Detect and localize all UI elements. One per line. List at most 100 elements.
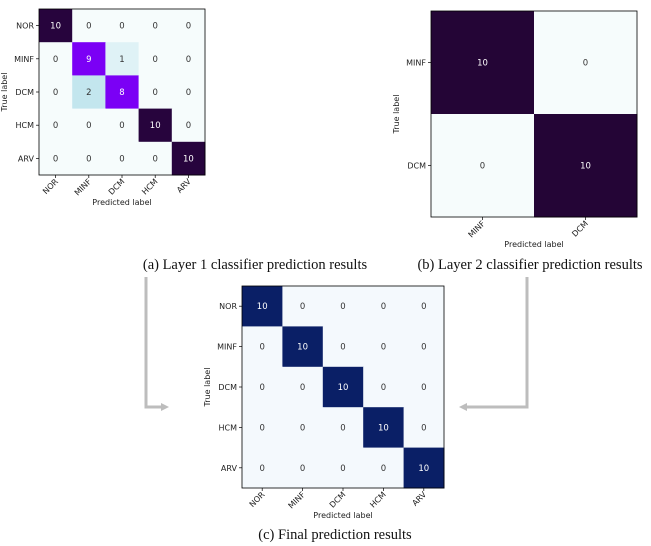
cell-value: 10 [477,59,488,69]
confusion-matrix-c: 10 0 0 0 0 0 10 0 0 0 0 0 10 0 0 0 0 0 10 0 0 0 0 0 10 NOR MINF DCM… [203,285,445,520]
cell-value: 10 [418,464,429,474]
caption-c: (c) Final prediction results [258,527,412,543]
confusion-matrix-b: 10 0 0 10 MINF DCM MINF DCM Predicted label True … [392,10,638,249]
cell-hcm-hcm [363,407,405,449]
y-tick-label: DCM [15,88,34,97]
caption-a: (a) Layer 1 classifier prediction result… [143,257,368,273]
cell-value: 10 [580,162,591,172]
cell-value: 0 [186,22,191,32]
cell-value: 0 [259,464,264,474]
cell-value: 10 [378,423,389,433]
y-axis-label: True label [392,95,401,135]
cell-value: 0 [259,343,264,353]
cell-value: 0 [300,383,305,393]
cell-value: 0 [86,121,91,131]
cell-value: 0 [340,423,345,433]
x-tick-label: DCM [107,177,127,197]
x-tick-label: DCM [570,219,590,239]
confusion-matrix-a: 10 0 0 0 00 9 1 0 00 2 8 0 00 0 0 10 00 0 0 0 10NORMINFDCMHC… [0,8,206,207]
x-tick-label: ARV [175,177,193,195]
cell-minf-dcm [534,11,638,115]
cell-value: 0 [53,121,58,131]
cell-value: 0 [259,383,264,393]
cell-value: 0 [340,464,345,474]
cell-value: 0 [340,302,345,312]
y-tick-label: ARV [18,154,35,163]
cell-minf-arv [403,326,445,368]
y-tick-label: DCM [407,162,426,171]
y-tick-label: HCM [218,423,237,432]
cell-value: 0 [259,423,264,433]
cell-nor-minf [282,286,324,327]
cell-value: 0 [186,88,191,98]
cell-value: 10 [50,22,61,32]
x-tick-label: NOR [41,177,60,196]
y-tick-label: DCM [218,383,237,392]
cell-value: 10 [257,302,268,312]
cell-dcm-hcm [363,366,405,408]
cell-value: 0 [480,162,485,172]
cell-dcm-dcm [534,114,638,218]
cell-nor-nor [242,286,283,327]
cell-arv-arv [171,141,206,176]
cell-arv-dcm [105,141,140,176]
cell-arv-nor [39,141,73,176]
cell-value: 8 [119,88,124,98]
plot-frame [430,10,638,218]
cell-minf-minf [72,42,106,76]
cell-value: 10 [150,121,161,131]
cell-arv-minf [72,141,106,176]
cell-nor-arv [403,286,445,327]
cell-value: 1 [119,55,124,65]
cell-minf-dcm [322,326,364,368]
cell-hcm-nor [242,407,283,449]
x-axis-label: Predicted label [313,511,372,520]
cell-value: 0 [119,121,124,131]
cell-minf-dcm [105,42,140,76]
cell-hcm-arv [171,108,206,143]
cell-value: 0 [421,302,426,312]
cell-value: 10 [183,154,194,164]
cell-value: 10 [297,343,308,353]
cell-value: 0 [119,154,124,164]
cell-nor-hcm [138,9,173,43]
x-tick-label: MINF [467,219,488,240]
arrows [144,277,529,411]
cell-dcm-nor [242,366,283,408]
y-axis-label: True label [0,73,9,113]
cell-minf-minf [282,326,324,368]
cell-value: 0 [186,121,191,131]
cell-minf-nor [242,326,283,368]
cell-nor-dcm [105,9,140,43]
cell-arv-hcm [363,447,405,489]
cell-value: 0 [381,464,386,474]
cell-value: 0 [421,423,426,433]
cell-value: 0 [381,343,386,353]
cell-nor-hcm [363,286,405,327]
x-axis-label: Predicted label [92,198,151,207]
cell-value: 0 [152,88,157,98]
cell-nor-nor [39,9,73,43]
cell-hcm-minf [72,108,106,143]
x-tick-label: NOR [248,490,267,509]
cell-dcm-arv [171,75,206,110]
x-tick-label: HCM [140,177,160,197]
cell-minf-hcm [138,42,173,76]
cell-value: 9 [86,55,91,65]
y-tick-label: NOR [16,22,34,31]
cell-value: 0 [300,464,305,474]
cell-value: 0 [152,22,157,32]
cell-value: 0 [381,383,386,393]
y-tick-label: HCM [15,121,34,130]
cell-hcm-dcm [105,108,140,143]
cell-value: 0 [53,55,58,65]
x-tick-label: DCM [328,490,348,510]
y-tick-label: ARV [221,464,238,473]
cell-value: 0 [53,88,58,98]
arrow-b-to-c [459,277,529,411]
y-tick-label: NOR [219,302,237,311]
cell-value: 0 [152,154,157,164]
cell-hcm-hcm [138,108,173,143]
cell-value: 0 [86,22,91,32]
